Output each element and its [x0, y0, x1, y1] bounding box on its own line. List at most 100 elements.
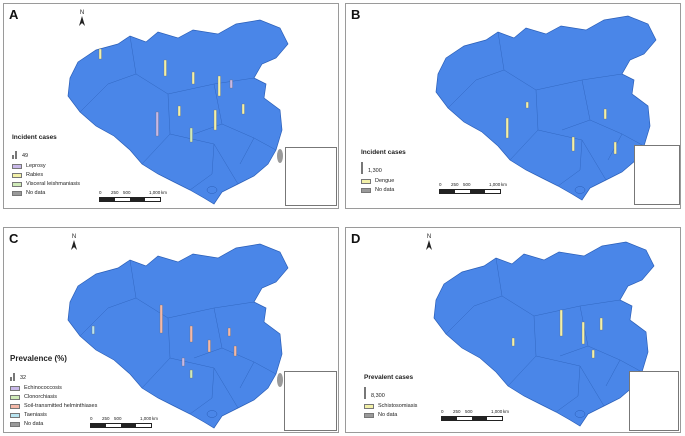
case-bar-symbol [189, 325, 193, 343]
legend: Prevalence (%) 32 Echinococcosis Clonorc… [10, 354, 97, 429]
size-key: 49 [12, 145, 80, 159]
legend-label: Soil-transmitted helminthiases [24, 403, 98, 409]
scale-bar: 0 250 500 1,000 km [99, 190, 171, 202]
legend-item: Taeniasis [10, 411, 97, 419]
north-label: N [426, 234, 432, 240]
legend-label: Visceral leishmaniasis [26, 181, 81, 187]
panel-a: A N Incident cases 49 Leprosy Rabies Vis… [3, 3, 339, 209]
legend-title: Prevalence (%) [10, 354, 67, 363]
legend-item: No data [361, 186, 406, 194]
case-bar-symbol [559, 309, 563, 337]
legend-item: Soil-transmitted helminthiases [10, 402, 97, 410]
china-map [67, 19, 289, 205]
case-bar-symbol [227, 327, 231, 337]
case-bar-symbol [163, 59, 167, 77]
case-bar-symbol [603, 108, 607, 120]
province-boundary [189, 367, 215, 415]
south-china-sea-inset [285, 147, 337, 206]
legend-item: No data [12, 189, 80, 197]
north-arrow-icon: N [79, 10, 85, 28]
case-bar-symbol [525, 101, 529, 109]
province-boundary [239, 137, 255, 165]
hainan-island [574, 186, 586, 194]
legend-label: No data [375, 187, 395, 193]
case-bar-symbol [229, 79, 233, 89]
legend-item: Schistosomiasis [364, 402, 417, 410]
case-bar-symbol [159, 304, 163, 334]
legend-label: No data [24, 421, 44, 427]
province-boundary [559, 345, 589, 357]
province-boundary [193, 123, 223, 135]
north-arrow-icon: N [71, 234, 77, 252]
province-boundary [239, 361, 255, 389]
province-boundary [79, 73, 137, 113]
hainan-island [206, 410, 218, 418]
china-map [433, 241, 655, 427]
province-boundary [557, 139, 583, 187]
south-china-sea-inset [284, 371, 337, 431]
legend-title: Incident cases [12, 134, 57, 141]
legend: Prevalent cases 8,300 Schistosomiasis No… [364, 374, 417, 420]
legend-item: Visceral leishmaniasis [12, 180, 80, 188]
legend-item: No data [10, 420, 97, 428]
case-bar-symbol [217, 75, 221, 97]
case-bar-symbol [155, 111, 159, 137]
hainan-island [574, 410, 586, 418]
size-key-value: 32 [20, 375, 27, 381]
legend-label: Dengue [375, 178, 395, 184]
case-bar-symbol [591, 349, 595, 359]
north-label: N [71, 234, 77, 240]
case-bar-symbol [599, 317, 603, 331]
taiwan-nodata [277, 373, 283, 387]
case-bar-symbol [241, 103, 245, 115]
china-land-area [433, 241, 655, 427]
scale-bar: 0 250 500 1,000 km [90, 416, 162, 428]
panel-c: C N Prevalence (%) 32 Echinococcosis Clo… [3, 227, 339, 433]
legend-item: Echinococcosis [10, 384, 97, 392]
size-key: 8,300 [364, 385, 417, 399]
province-boundary [581, 79, 645, 147]
legend-item: Rabies [12, 171, 80, 179]
panel-letter: A [9, 7, 19, 22]
size-key-value: 49 [22, 153, 29, 159]
province-boundary [605, 359, 621, 387]
case-bar-symbol [189, 369, 193, 379]
case-bar-symbol [213, 109, 217, 131]
province-boundary [213, 83, 277, 151]
legend-item: Clonorchiasis [10, 393, 97, 401]
china-land-area [67, 243, 289, 429]
size-key: 32 [10, 367, 97, 381]
china-map [67, 243, 289, 429]
panel-d: D N Prevalent cases 8,300 Schistosomiasi… [345, 227, 681, 433]
legend-label: Taeniasis [24, 412, 47, 418]
case-bar-symbol [181, 357, 185, 367]
scale-bar: 0 250 500 1,000 km [441, 409, 513, 421]
province-boundary [189, 143, 215, 191]
size-key-value: 8,300 [371, 393, 385, 399]
south-china-sea-inset [629, 371, 679, 431]
legend-label: No data [378, 412, 398, 418]
case-bar-symbol [91, 325, 95, 335]
province-boundary [193, 347, 223, 359]
legend: Incident cases 1,300 Dengue No data [361, 149, 406, 195]
panel-letter: C [9, 231, 19, 246]
case-bar-symbol [98, 48, 102, 60]
province-boundary [447, 69, 505, 109]
legend-label: Leprosy [26, 163, 46, 169]
case-bar-symbol [613, 141, 617, 155]
case-bar-symbol [233, 345, 237, 357]
china-land-area [435, 15, 657, 201]
case-bar-symbol [207, 339, 211, 353]
legend-label: Schistosomiasis [378, 403, 418, 409]
case-bar-symbol [571, 136, 575, 152]
case-bar-symbol [505, 117, 509, 139]
legend-label: Clonorchiasis [24, 394, 58, 400]
case-bar-symbol [511, 337, 515, 347]
legend-item: No data [364, 411, 417, 419]
legend-label: Rabies [26, 172, 44, 178]
province-boundary [555, 365, 581, 413]
size-key: 1,300 [361, 160, 406, 174]
legend-item: Dengue [361, 177, 406, 185]
province-boundary [213, 307, 277, 375]
